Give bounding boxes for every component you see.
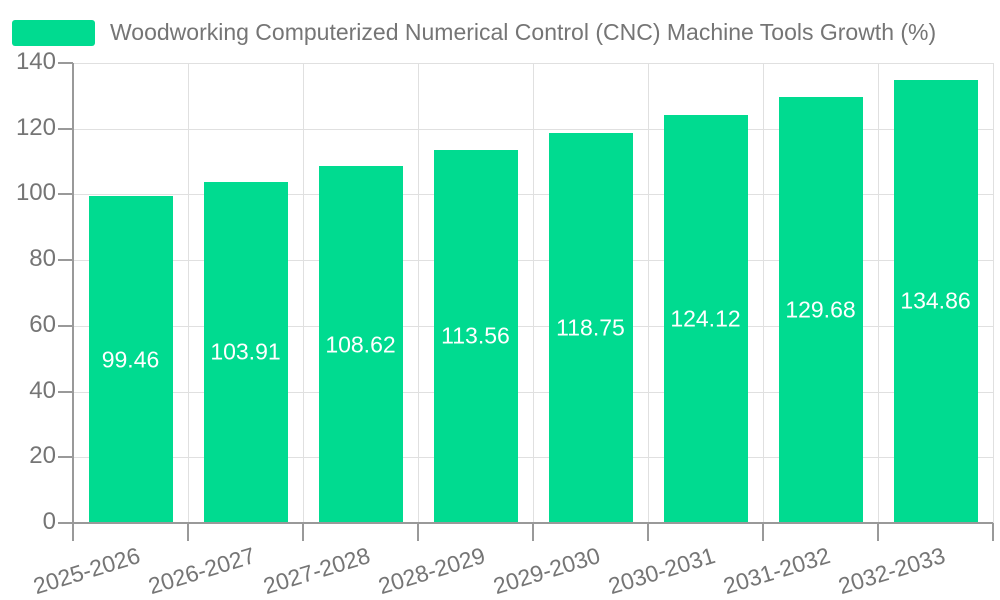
x-axis-tick [992,523,994,541]
bar-value-label: 124.12 [670,305,741,332]
x-axis-tick-label: 2032-2033 [834,542,948,600]
y-axis-tick [58,62,73,64]
bar[interactable] [318,166,403,523]
bar-value-label: 99.46 [101,346,160,373]
bar-value-label: 134.86 [900,287,971,314]
gridline-vertical [418,63,419,523]
y-axis-tick-label: 0 [42,508,56,536]
bar[interactable] [203,181,288,523]
bar-value-label: 129.68 [785,296,856,323]
x-axis-tick [532,523,534,541]
x-axis-tick-label: 2031-2032 [719,542,833,600]
x-axis-tick [302,523,304,541]
legend-item[interactable]: Woodworking Computerized Numerical Contr… [12,19,936,46]
y-axis-tick [58,193,73,196]
bar[interactable] [893,79,978,523]
y-axis-tick [58,456,73,459]
bar[interactable] [88,196,173,523]
x-axis-tick [72,523,74,541]
y-axis-tick-label: 20 [29,442,56,470]
x-axis-tick [647,523,649,541]
bar[interactable] [433,149,518,523]
y-axis-tick [58,259,73,262]
y-axis-tick-label: 40 [29,376,56,404]
bar[interactable] [663,115,748,523]
y-axis-tick-label: 120 [15,113,56,141]
x-axis-tick [762,523,764,541]
gridline-vertical [303,63,304,523]
y-axis-tick [58,522,73,524]
x-axis-tick-label: 2028-2029 [374,542,488,600]
bar-value-label: 108.62 [325,331,396,358]
x-axis-tick-label: 2029-2030 [489,542,603,600]
x-axis-tick-label: 2027-2028 [259,542,373,600]
bar-value-label: 113.56 [441,322,510,349]
y-axis-tick-label: 140 [15,48,56,76]
x-axis-tick-label: 2025-2026 [29,542,143,600]
y-axis-tick-label: 100 [15,179,56,207]
x-axis-tick [877,523,879,541]
gridline-vertical [188,63,189,523]
bar-value-label: 103.91 [210,338,281,365]
gridline-vertical [993,63,994,523]
y-axis-tick-label: 60 [29,310,56,338]
legend-label: Woodworking Computerized Numerical Contr… [110,19,937,45]
legend-swatch-icon [12,19,95,46]
y-axis-line [72,63,74,523]
gridline-vertical [533,63,534,523]
x-axis-tick [417,523,419,541]
x-axis-tick [187,523,189,541]
x-axis-line [73,522,993,524]
x-axis-tick-label: 2030-2031 [604,542,718,600]
gridline-vertical [763,63,764,523]
gridline-vertical [648,63,649,523]
y-axis-tick [58,324,73,327]
y-axis-tick [58,127,73,130]
x-axis-tick-label: 2026-2027 [144,542,258,600]
y-axis-tick-label: 80 [29,245,56,273]
bar[interactable] [778,96,863,523]
bar[interactable] [548,132,633,523]
gridline-vertical [878,63,879,523]
bar-value-label: 118.75 [556,314,625,341]
y-axis-tick [58,390,73,393]
